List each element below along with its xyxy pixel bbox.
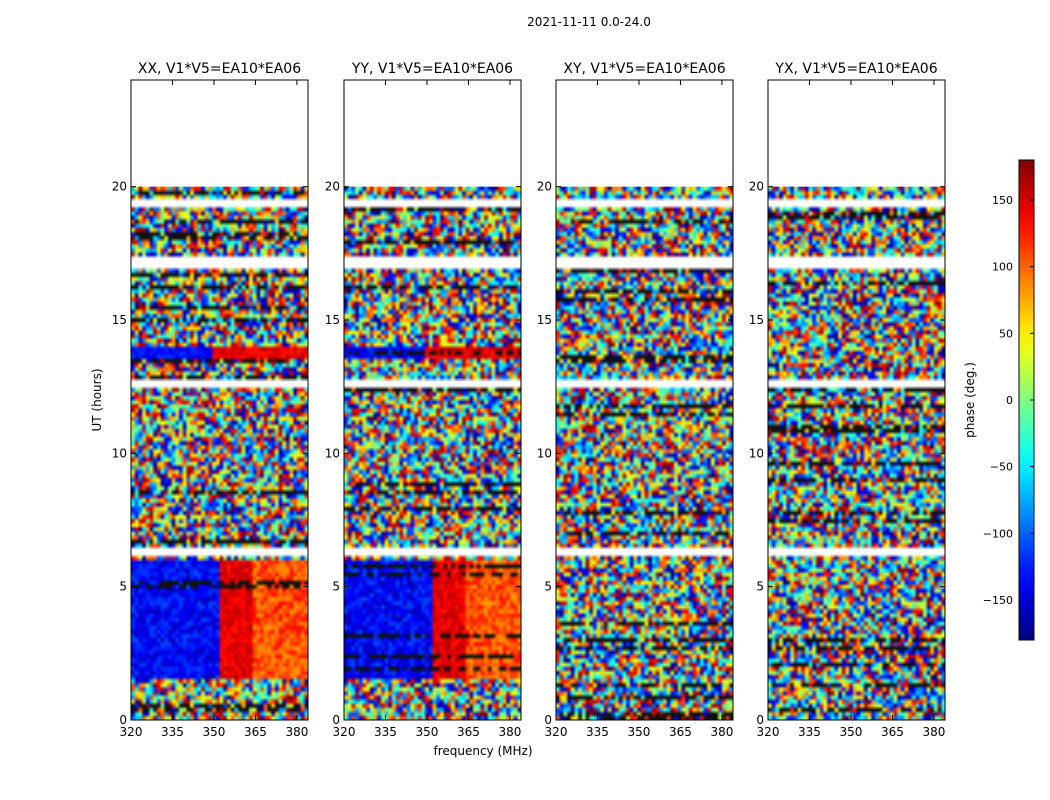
panel-2: YY, V1*V5=EA10*EA06 320 335 350 365 380 0 5 10 15… bbox=[325, 61, 522, 739]
panel-1: XX, V1*V5=EA10*EA06 320 335 350 365 380 0 5 10 15… bbox=[112, 61, 309, 739]
x-tick-label: 365 bbox=[457, 725, 480, 739]
y-tick-label: 0 bbox=[544, 713, 552, 727]
phase-image bbox=[556, 186, 733, 720]
panel-4: YX, V1*V5=EA10*EA06 320 335 350 365 380 0 5 10 15… bbox=[749, 61, 946, 739]
x-tick-label: 380 bbox=[285, 725, 308, 739]
x-tick-label: 335 bbox=[586, 725, 609, 739]
y-tick-label: 10 bbox=[325, 446, 340, 460]
panel-title: XY, V1*V5=EA10*EA06 bbox=[563, 61, 725, 77]
y-tick-label: 15 bbox=[325, 313, 340, 327]
x-tick-label: 365 bbox=[669, 725, 692, 739]
y-tick-label: 10 bbox=[112, 446, 127, 460]
x-tick-label: 335 bbox=[798, 725, 821, 739]
y-tick-label: 20 bbox=[112, 180, 127, 194]
figure-title: 2021-11-11 0.0-24.0 bbox=[527, 15, 651, 29]
x-tick-label: 350 bbox=[628, 725, 651, 739]
panels-group: XX, V1*V5=EA10*EA06 320 335 350 365 380 0 5 10 15… bbox=[112, 61, 946, 739]
y-tick-label: 20 bbox=[537, 180, 552, 194]
y-tick-label: 5 bbox=[119, 580, 127, 594]
colorbar-tick-label: 100 bbox=[992, 261, 1013, 274]
y-tick-label: 5 bbox=[332, 580, 340, 594]
phase-image bbox=[768, 186, 945, 720]
colorbar-tick-label: −100 bbox=[983, 527, 1013, 540]
x-tick-label: 350 bbox=[840, 725, 863, 739]
x-tick-label: 320 bbox=[757, 725, 780, 739]
x-tick-label: 365 bbox=[881, 725, 904, 739]
colorbar-tick-label: −50 bbox=[990, 461, 1013, 474]
colorbar-tick-label: 50 bbox=[999, 327, 1013, 340]
y-tick-label: 15 bbox=[112, 313, 127, 327]
colorbar: 150 100 50 0 −50 −100 −150 bbox=[983, 159, 1035, 641]
x-tick-label: 380 bbox=[710, 725, 733, 739]
x-tick-label: 380 bbox=[922, 725, 945, 739]
y-tick-label: 0 bbox=[332, 713, 340, 727]
x-tick-label: 380 bbox=[498, 725, 521, 739]
x-tick-label: 335 bbox=[161, 725, 184, 739]
panel-frame bbox=[130, 79, 309, 721]
y-tick-label: 10 bbox=[749, 446, 764, 460]
x-tick-label: 365 bbox=[244, 725, 267, 739]
x-tick-label: 320 bbox=[120, 725, 143, 739]
y-tick-label: 20 bbox=[325, 180, 340, 194]
y-tick-label: 15 bbox=[749, 313, 764, 327]
colorbar-label: phase (deg.) bbox=[963, 362, 977, 438]
x-tick-label: 320 bbox=[545, 725, 568, 739]
phase-image bbox=[131, 186, 308, 720]
panel-title: YX, V1*V5=EA10*EA06 bbox=[774, 61, 937, 77]
panel-frame bbox=[767, 79, 946, 721]
x-tick-label: 350 bbox=[203, 725, 226, 739]
panel-title: YY, V1*V5=EA10*EA06 bbox=[351, 61, 513, 77]
colorbar-tick-label: 150 bbox=[992, 194, 1013, 207]
x-tick-label: 350 bbox=[416, 725, 439, 739]
colorbar-tick-label: −150 bbox=[983, 594, 1013, 607]
panel-frame bbox=[555, 79, 734, 721]
panel-3: XY, V1*V5=EA10*EA06 320 335 350 365 380 0 5 10 15… bbox=[537, 61, 734, 739]
y-tick-label: 10 bbox=[537, 446, 552, 460]
phase-image bbox=[344, 186, 521, 720]
x-tick-label: 320 bbox=[333, 725, 356, 739]
panel-frame bbox=[343, 79, 522, 721]
colorbar-tick-label: 0 bbox=[1006, 394, 1013, 407]
x-axis-label: frequency (MHz) bbox=[433, 744, 532, 758]
y-tick-label: 0 bbox=[119, 713, 127, 727]
y-tick-label: 20 bbox=[749, 180, 764, 194]
y-tick-label: 5 bbox=[756, 580, 764, 594]
y-tick-label: 5 bbox=[544, 580, 552, 594]
y-tick-label: 15 bbox=[537, 313, 552, 327]
x-tick-label: 335 bbox=[374, 725, 397, 739]
panel-title: XX, V1*V5=EA10*EA06 bbox=[138, 61, 301, 77]
y-axis-label: UT (hours) bbox=[90, 368, 104, 431]
y-tick-label: 0 bbox=[756, 713, 764, 727]
